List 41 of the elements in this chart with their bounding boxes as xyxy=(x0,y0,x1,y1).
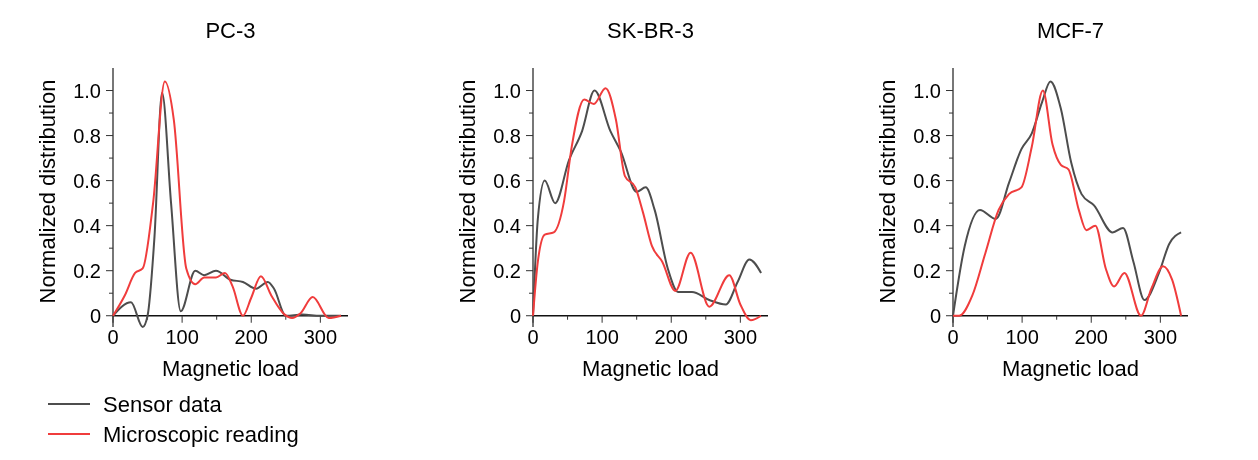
x-tick-label: 100 xyxy=(1005,325,1039,348)
x-tick-label: 100 xyxy=(165,325,199,348)
x-tick-label: 200 xyxy=(654,325,688,348)
y-tick-label: 0.2 xyxy=(913,259,941,282)
x-tick-label: 300 xyxy=(303,325,338,348)
x-tick-label: 200 xyxy=(234,325,268,348)
y-tick-label: 0.6 xyxy=(913,169,941,192)
x-tick-label: 100 xyxy=(585,325,619,348)
x-axis-title: Magnetic load xyxy=(1002,355,1139,381)
x-tick-label: 300 xyxy=(1143,325,1178,348)
y-tick-label: 1.0 xyxy=(73,79,101,102)
y-tick-label: 0.4 xyxy=(913,214,941,237)
y-tick-label: 0.6 xyxy=(73,169,101,192)
y-tick-label: 0 xyxy=(509,304,521,327)
y-tick-label: 0.4 xyxy=(493,214,521,237)
y-axis-title: Normalized distribution xyxy=(35,79,60,304)
x-tick-label: 0 xyxy=(107,325,119,348)
y-tick-label: 0 xyxy=(929,304,941,327)
y-tick-label: 1.0 xyxy=(493,79,521,102)
legend-label: Microscopic reading xyxy=(103,421,299,447)
x-tick-label: 0 xyxy=(527,325,539,348)
x-tick-label: 300 xyxy=(723,325,758,348)
y-tick-label: 0.6 xyxy=(493,169,521,192)
x-tick-label: 0 xyxy=(947,325,959,348)
y-tick-label: 1.0 xyxy=(913,79,941,102)
y-tick-label: 0 xyxy=(89,304,101,327)
chart-title: PC-3 xyxy=(205,18,256,43)
chart-title: MCF-7 xyxy=(1036,18,1105,43)
chart-title: SK-BR-3 xyxy=(607,18,694,43)
y-tick-label: 0.4 xyxy=(73,214,101,237)
y-axis-title: Normalized distribution xyxy=(455,79,480,304)
x-axis-title: Magnetic load xyxy=(582,355,719,381)
y-tick-label: 0.8 xyxy=(73,124,101,147)
legend-label: Sensor data xyxy=(103,391,223,417)
y-tick-label: 0.2 xyxy=(73,259,101,282)
y-tick-label: 0.8 xyxy=(913,124,941,147)
x-axis-title: Magnetic load xyxy=(162,355,299,381)
y-tick-label: 0.8 xyxy=(493,124,521,147)
x-tick-label: 200 xyxy=(1074,325,1108,348)
y-axis-title: Normalized distribution xyxy=(875,79,900,304)
y-tick-label: 0.2 xyxy=(493,259,521,282)
